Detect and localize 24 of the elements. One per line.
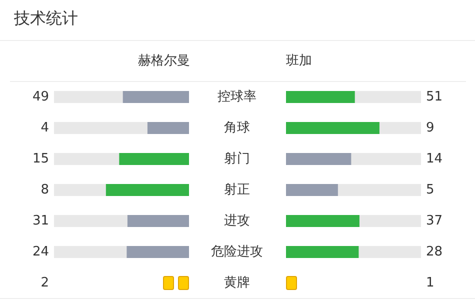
category-label: 进攻 [224,214,250,228]
data-label: 31 [32,214,49,228]
data-label: 15 [32,152,49,166]
data-label: 5 [426,182,434,198]
category-label: 危险进攻 [211,244,263,260]
data-label: 37 [426,214,443,228]
data-label: 14 [426,152,443,166]
category-label: 射门 [224,150,250,166]
data-label: 49 [32,90,49,104]
category-label: 控球率 [218,88,256,104]
text: 技术统计 [13,8,78,28]
data-label: 9 [426,120,434,136]
data-label: 8 [40,182,49,198]
category-label: 角球 [224,120,250,136]
data-label: 51 [426,90,443,104]
data-label: 1 [426,276,434,290]
data-label: 4 [40,120,49,136]
category-label: 射正 [224,182,250,198]
category-label: 黄牌 [224,276,250,290]
text: 班加 [286,54,312,68]
data-label: 24 [32,244,49,260]
text: 赫格尔曼 [138,54,190,68]
data-label: 28 [426,244,443,260]
data-label: 2 [40,276,49,290]
